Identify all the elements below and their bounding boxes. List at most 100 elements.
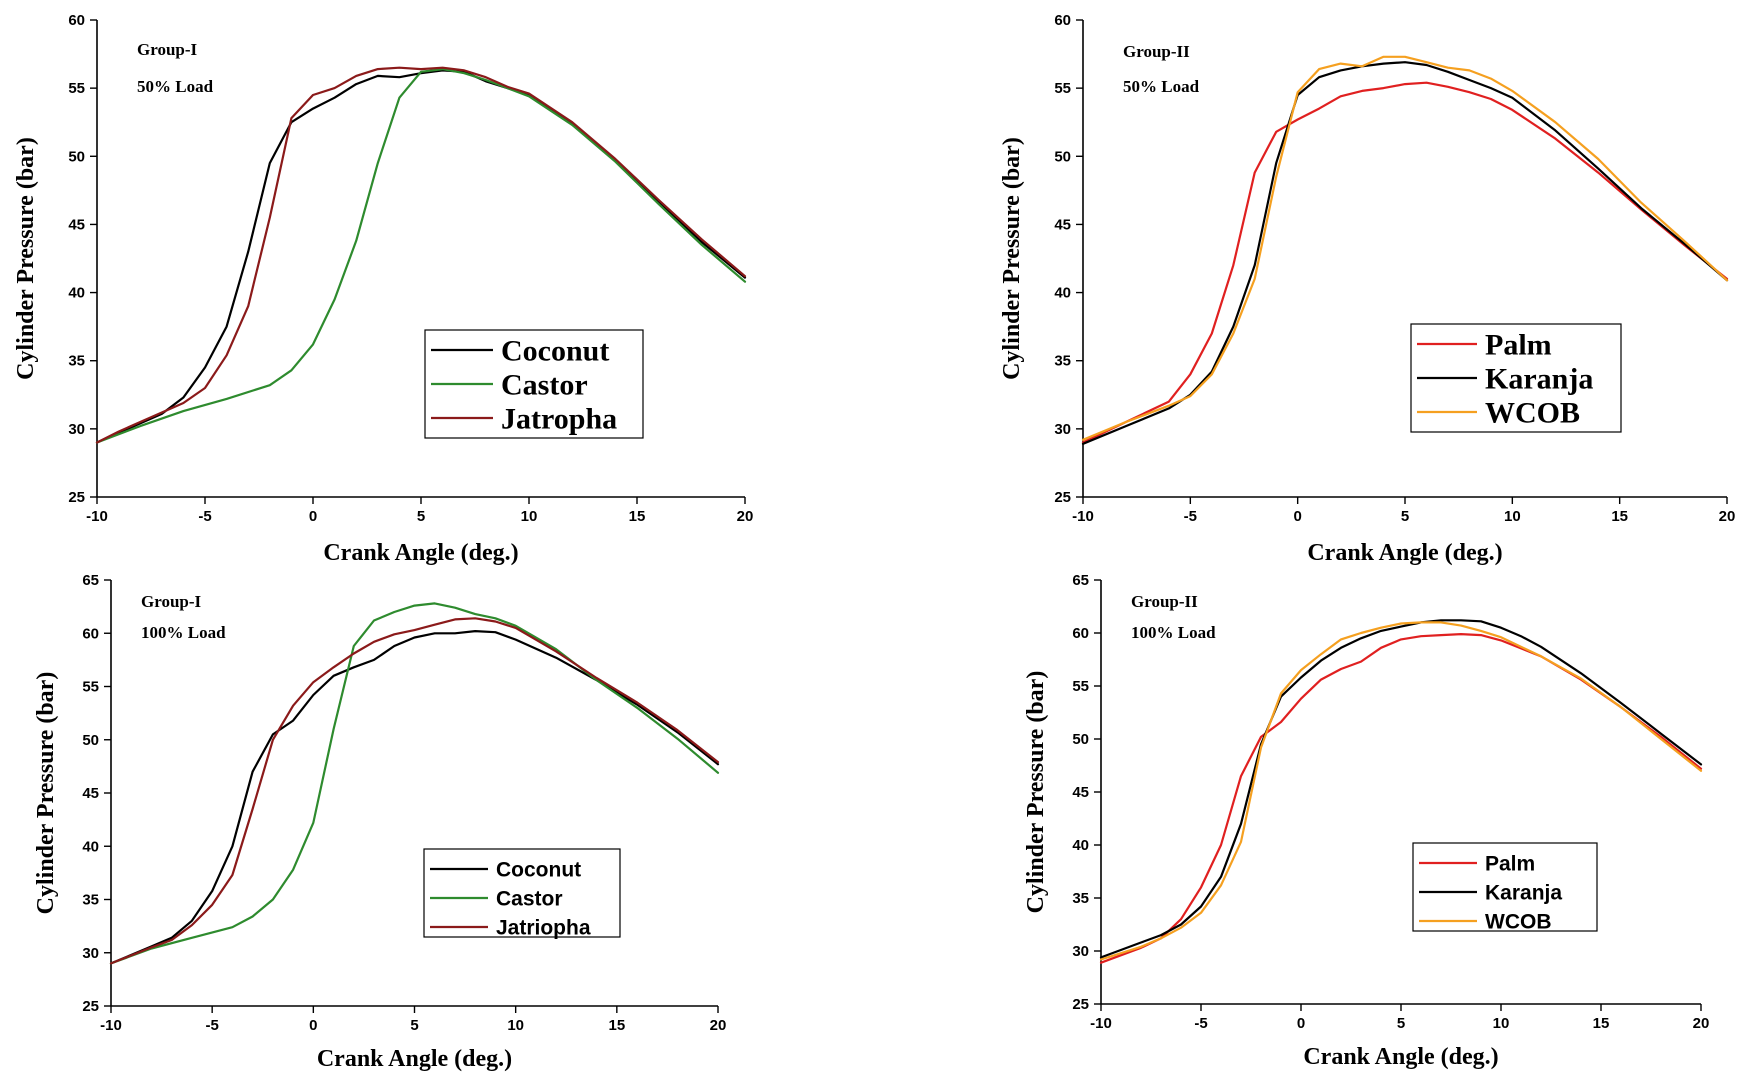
x-axis-title: Crank Angle (deg.) xyxy=(317,1046,512,1072)
x-tick-label: 5 xyxy=(417,508,425,525)
y-tick-label: 55 xyxy=(82,679,99,696)
x-tick-label: -5 xyxy=(1184,508,1197,525)
y-axis-title: Cylinder Pressure (bar) xyxy=(1023,671,1049,914)
series-line-karanja xyxy=(1081,61,1729,445)
y-tick-label: 60 xyxy=(1072,625,1089,642)
x-tick-label: 0 xyxy=(309,1017,317,1034)
legend-label-jatropha: Jatropha xyxy=(501,403,617,436)
y-tick-label: 35 xyxy=(1072,890,1089,907)
x-tick-label: -5 xyxy=(198,508,211,525)
series-line-palm xyxy=(1099,633,1703,964)
legend-label-castor: Castor xyxy=(496,887,563,910)
load-annotation: 50% Load xyxy=(1123,77,1200,96)
y-tick-label: 60 xyxy=(68,12,85,29)
y-tick-label: 30 xyxy=(82,945,99,962)
y-tick-label: 30 xyxy=(1054,421,1071,438)
y-tick-label: 50 xyxy=(1054,148,1071,165)
series-line-coconut xyxy=(109,630,720,965)
y-tick-label: 35 xyxy=(68,353,85,370)
legend-label-wcob: WCOB xyxy=(1485,910,1552,933)
x-axis-title: Crank Angle (deg.) xyxy=(1303,1044,1498,1070)
legend-label-palm: Palm xyxy=(1485,852,1535,875)
x-tick-label: -10 xyxy=(1072,508,1094,525)
y-tick-label: 35 xyxy=(1054,353,1071,370)
x-tick-label: 20 xyxy=(737,508,754,525)
y-tick-label: 40 xyxy=(82,838,99,855)
y-tick-label: 30 xyxy=(1072,943,1089,960)
legend-label-wcob: WCOB xyxy=(1485,397,1580,430)
y-tick-label: 55 xyxy=(1072,678,1089,695)
x-tick-label: 0 xyxy=(1297,1015,1305,1032)
legend-label-jatriopha: Jatriopha xyxy=(496,916,591,939)
y-tick-label: 50 xyxy=(68,148,85,165)
group-annotation: Group-II xyxy=(1123,42,1190,61)
chart-panel-3: -10 -5 0 5 10 15 20 25 30 35 40 45 50 55 60 65 Crank Ang… xyxy=(33,572,726,1072)
group-annotation: Group-II xyxy=(1131,592,1198,611)
series-line-coconut xyxy=(95,69,747,444)
x-tick-label: 10 xyxy=(1504,508,1521,525)
y-tick-label: 45 xyxy=(68,216,85,233)
chart-panel-4: -10 -5 0 5 10 15 20 25 30 35 40 45 50 55 60 65 Crank Ang… xyxy=(1023,572,1709,1070)
y-axis-title: Cylinder Pressure (bar) xyxy=(13,137,39,380)
y-axis-title: Cylinder Pressure (bar) xyxy=(33,672,59,915)
legend-box xyxy=(423,848,621,938)
x-tick-label: -10 xyxy=(100,1017,122,1034)
series-line-wcob xyxy=(1099,621,1703,961)
group-annotation: Group-I xyxy=(141,592,202,611)
legend-label-castor: Castor xyxy=(501,369,588,402)
x-tick-label: 15 xyxy=(629,508,646,525)
x-tick-label: 10 xyxy=(507,1017,524,1034)
series-line-jatropha xyxy=(95,66,747,444)
y-tick-label: 25 xyxy=(68,489,85,506)
chart-panel-2: -10 -5 0 5 10 15 20 25 30 35 40 45 50 55 60 Crank Angle… xyxy=(999,12,1735,566)
series-line-palm xyxy=(1081,81,1729,444)
y-tick-label: 40 xyxy=(1054,285,1071,302)
x-tick-label: -5 xyxy=(205,1017,218,1034)
y-tick-label: 45 xyxy=(1072,784,1089,801)
x-axis-title: Crank Angle (deg.) xyxy=(1307,540,1502,566)
x-tick-label: 15 xyxy=(1611,508,1628,525)
y-tick-label: 50 xyxy=(82,732,99,749)
legend-label-karanja: Karanja xyxy=(1485,881,1562,904)
x-tick-label: 20 xyxy=(710,1017,727,1034)
y-tick-label: 30 xyxy=(68,421,85,438)
x-axis-title: Crank Angle (deg.) xyxy=(323,540,518,566)
y-tick-label: 25 xyxy=(82,998,99,1015)
y-tick-label: 60 xyxy=(82,625,99,642)
series-line-jatriopha xyxy=(109,617,720,965)
x-tick-label: 15 xyxy=(1593,1015,1610,1032)
x-tick-label: -10 xyxy=(86,508,108,525)
x-tick-label: 15 xyxy=(608,1017,625,1034)
series-line-karanja xyxy=(1099,619,1703,959)
load-annotation: 100% Load xyxy=(141,623,226,642)
legend: Coconut Castor Jatriopha xyxy=(423,848,621,939)
legend: Palm Karanja WCOB xyxy=(1412,842,1598,933)
y-tick-label: 55 xyxy=(1054,80,1071,97)
x-tick-label: 5 xyxy=(410,1017,418,1034)
y-tick-label: 35 xyxy=(82,892,99,909)
chart-panel-1: -10 -5 0 5 10 15 20 25 30 35 40 45 50 55 60 Crank Angle… xyxy=(13,12,753,566)
y-tick-label: 40 xyxy=(68,285,85,302)
y-tick-label: 45 xyxy=(82,785,99,802)
y-tick-label: 60 xyxy=(1054,12,1071,29)
x-tick-label: 20 xyxy=(1719,508,1736,525)
x-tick-label: -5 xyxy=(1194,1015,1207,1032)
group-annotation: Group-I xyxy=(137,40,198,59)
x-tick-label: 5 xyxy=(1401,508,1409,525)
y-tick-label: 65 xyxy=(82,572,99,589)
load-annotation: 100% Load xyxy=(1131,623,1216,642)
legend-label-coconut: Coconut xyxy=(496,858,581,881)
y-axis-title: Cylinder Pressure (bar) xyxy=(999,137,1025,380)
legend-box xyxy=(1412,842,1598,932)
y-tick-label: 25 xyxy=(1054,489,1071,506)
legend-label-coconut: Coconut xyxy=(501,335,609,368)
legend-label-palm: Palm xyxy=(1485,329,1552,362)
series-line-wcob xyxy=(1081,55,1729,441)
series-line-castor xyxy=(109,602,720,965)
x-tick-label: 0 xyxy=(1293,508,1301,525)
y-tick-label: 65 xyxy=(1072,572,1089,589)
y-tick-label: 40 xyxy=(1072,837,1089,854)
